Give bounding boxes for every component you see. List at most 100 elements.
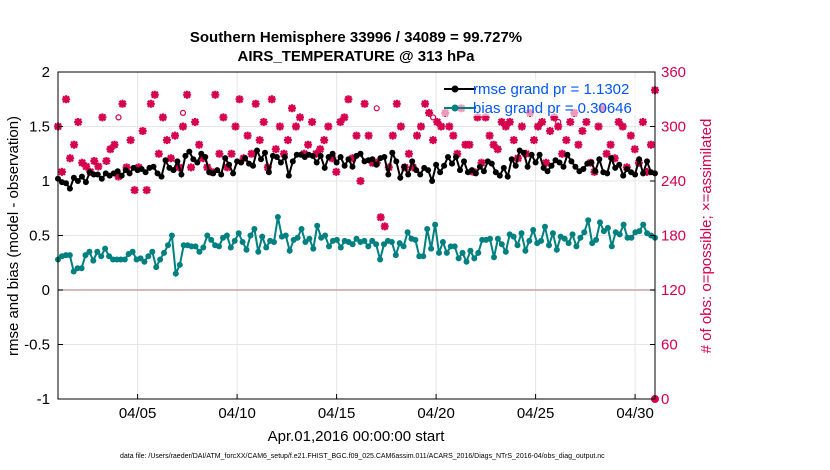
rmse-point xyxy=(325,154,332,160)
bias-point xyxy=(526,237,533,244)
obs-assimilated-mark xyxy=(171,131,179,140)
obs-assimilated-point xyxy=(610,154,619,163)
obs-assimilated-point xyxy=(517,122,526,131)
y-tick-label: 0 xyxy=(42,282,50,299)
obs-assimilated-point xyxy=(146,99,155,108)
obs-assimilated-mark xyxy=(166,154,175,163)
obs-assimilated-mark xyxy=(392,99,401,108)
rmse-point xyxy=(457,167,463,174)
bias-point xyxy=(428,245,435,252)
x-tick-label: 04/15 xyxy=(318,405,356,422)
rmse-point xyxy=(265,169,272,176)
bias-point xyxy=(145,253,152,260)
obs-assimilated-mark xyxy=(267,95,276,104)
rmse-point xyxy=(210,170,217,177)
rmse-point xyxy=(588,159,595,166)
y-tick-label: -1 xyxy=(37,391,50,408)
rmse-point xyxy=(158,173,165,180)
rmse-point xyxy=(488,160,495,167)
obs-assimilated-point xyxy=(162,136,171,145)
rmse-point xyxy=(317,152,324,159)
rmse-point xyxy=(381,154,388,160)
bias-point xyxy=(239,239,246,245)
obs-assimilated-mark xyxy=(82,162,91,171)
bias-point xyxy=(337,244,344,251)
obs-assimilated-point xyxy=(534,122,542,131)
obs-assimilated-point xyxy=(166,154,175,163)
obs-assimilated-mark xyxy=(227,149,236,158)
obs-assimilated-point xyxy=(618,122,627,131)
bias-point xyxy=(561,235,568,242)
obs-assimilated-point xyxy=(74,118,83,126)
rmse-point xyxy=(468,167,475,174)
y-right-tick-label: 0 xyxy=(661,391,669,408)
bias-point xyxy=(176,261,183,268)
bias-point xyxy=(518,230,525,237)
legend-rmse-marker xyxy=(451,85,459,93)
rmse-point xyxy=(238,159,245,166)
obs-assimilated-mark xyxy=(505,118,514,126)
obs-assimilated-point xyxy=(118,99,127,108)
rmse-point xyxy=(480,168,487,175)
y-axis-label-right: # of obs: o=possible; ×=assimilated xyxy=(698,119,715,354)
obs-assimilated-mark xyxy=(255,136,264,145)
bias-point xyxy=(141,258,148,265)
obs-possible-point xyxy=(534,123,542,130)
obs-assimilated-mark xyxy=(308,118,317,126)
bias-point xyxy=(569,231,576,238)
obs-assimilated-mark xyxy=(449,131,458,140)
obs-assimilated-mark xyxy=(283,136,292,145)
rmse-point xyxy=(564,151,571,158)
obs-assimilated-mark xyxy=(90,157,99,165)
obs-assimilated-mark xyxy=(546,127,555,135)
bias-point xyxy=(553,246,560,253)
obs-assimilated-mark xyxy=(271,145,280,154)
obs-assimilated-mark xyxy=(219,113,228,122)
rmse-point xyxy=(453,154,459,160)
obs-assimilated-point xyxy=(396,122,405,131)
obs-assimilated-point xyxy=(554,122,563,131)
bias-point xyxy=(502,248,509,255)
obs-assimilated-point xyxy=(142,186,151,195)
rmse-point xyxy=(544,168,551,175)
obs-assimilated-point xyxy=(251,99,260,108)
rmse-point xyxy=(114,168,121,175)
bias-point xyxy=(455,255,462,262)
obs-assimilated-mark xyxy=(348,154,357,163)
obs-possible-point xyxy=(430,114,437,121)
legend-bias-marker xyxy=(451,104,459,112)
obs-assimilated-mark xyxy=(211,90,220,99)
bias-point xyxy=(298,226,305,232)
obs-assimilated-mark xyxy=(566,118,575,126)
bias-point xyxy=(439,239,446,245)
obs-assimilated-point xyxy=(638,118,647,126)
obs-assimilated-mark xyxy=(380,222,389,231)
obs-assimilated-mark xyxy=(497,118,506,126)
footer-data-file: data file: /Users/raeder/DAI/ATM_forcXX/… xyxy=(120,453,605,460)
obs-assimilated-point xyxy=(62,95,71,104)
y-tick-label: 1.5 xyxy=(29,119,50,136)
bias-point xyxy=(577,234,584,241)
obs-assimilated-point xyxy=(179,122,187,131)
obs-assimilated-mark xyxy=(481,113,490,122)
bias-point xyxy=(149,248,156,255)
bias-point xyxy=(227,244,234,251)
x-tick-label: 04/05 xyxy=(119,405,157,422)
bias-point xyxy=(542,223,548,230)
obs-assimilated-mark xyxy=(126,136,135,145)
obs-assimilated-mark xyxy=(142,186,151,195)
obs-assimilated-point xyxy=(421,99,430,108)
obs-assimilated-mark xyxy=(279,149,288,158)
obs-assimilated-mark xyxy=(558,149,567,158)
rmse-point xyxy=(150,163,157,170)
bias-point xyxy=(306,235,313,242)
rmse-point xyxy=(636,156,643,163)
obs-assimilated-point xyxy=(126,136,135,145)
bias-point xyxy=(326,243,332,250)
bias-point xyxy=(349,241,356,248)
obs-assimilated-point xyxy=(187,163,196,172)
obs-assimilated-point xyxy=(267,95,276,104)
y-axis-label-left: rmse and bias (model - observation) xyxy=(5,116,22,356)
bias-point xyxy=(255,248,262,255)
rmse-point xyxy=(190,156,197,163)
